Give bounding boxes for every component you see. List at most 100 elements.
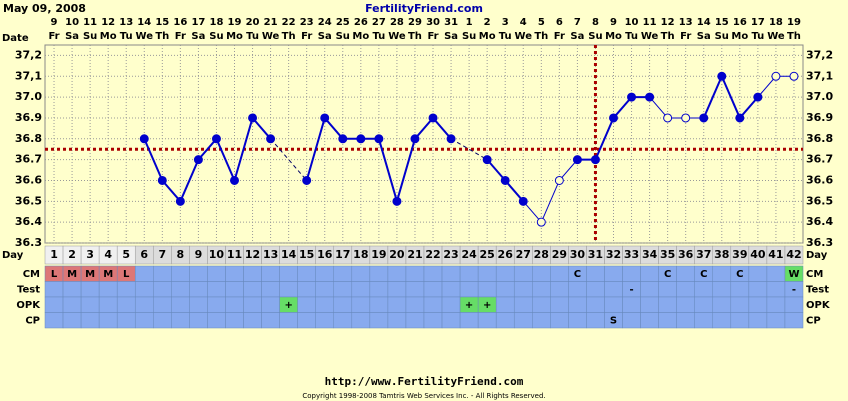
date: 30 [426, 17, 440, 28]
y-tick-label-right: 36.9 [806, 111, 833, 124]
day-number: 29 [552, 248, 567, 261]
row-cell [766, 281, 786, 298]
day-number: 20 [389, 248, 405, 261]
date: 14 [697, 17, 711, 28]
temp-segment [486, 158, 506, 182]
date: 29 [408, 17, 422, 28]
row-value: L [123, 269, 130, 280]
weekday: Mo [226, 31, 243, 42]
row-value: L [51, 269, 58, 280]
row-cell [586, 312, 605, 329]
row-value: W [788, 269, 799, 280]
row-cell [568, 296, 587, 313]
row-label-right: CP [806, 315, 821, 326]
day-cell [784, 245, 804, 265]
temp-segment [161, 179, 182, 202]
row-cell [712, 296, 732, 313]
date: 21 [264, 17, 278, 28]
date: 26 [354, 17, 368, 28]
weekday: Sa [444, 31, 458, 42]
row-cell [369, 265, 389, 282]
y-tick-label-right: 37,1 [806, 69, 833, 82]
weekday: Su [83, 31, 97, 42]
weekday: Tu [499, 31, 512, 42]
row-cell [225, 265, 244, 282]
temp-point [699, 113, 709, 123]
temp-segment [739, 96, 759, 119]
weekday: Mo [605, 31, 622, 42]
row-cell [532, 281, 551, 298]
y-tick-label-right: 36.7 [806, 153, 833, 166]
temp-point [627, 92, 637, 102]
row-cell [351, 296, 371, 313]
temp-segment [558, 159, 578, 181]
temp-segment [720, 75, 741, 119]
row-cell [153, 265, 172, 282]
row-cell [62, 312, 82, 329]
row-label-right: Test [806, 284, 829, 295]
temp-point [518, 196, 528, 206]
day-number: 17 [335, 248, 350, 261]
row-cell [495, 265, 515, 282]
weekday: We [136, 31, 154, 42]
temp-point [681, 113, 691, 123]
day-number: 25 [480, 248, 495, 261]
date: 31 [444, 17, 458, 28]
row-cell [80, 281, 100, 298]
row-cell [694, 281, 714, 298]
row-cell [279, 265, 298, 282]
row-cell [730, 312, 750, 329]
temp-segment [702, 75, 723, 119]
y-tick-label-right: 37.0 [806, 90, 833, 103]
row-label: CP [25, 315, 40, 326]
row-cell [459, 265, 479, 282]
temp-segment [270, 138, 308, 181]
row-cell [171, 265, 190, 282]
row-cell [261, 296, 280, 313]
row-cell [98, 296, 118, 313]
temp-point [175, 196, 185, 206]
row-value: + [483, 300, 491, 311]
row-cell [405, 296, 425, 313]
date: 15 [715, 17, 729, 28]
row-cell [640, 312, 659, 329]
row-cell [459, 312, 479, 329]
temp-segment [414, 117, 434, 140]
row-cell [676, 312, 695, 329]
row-cell [116, 281, 136, 298]
temp-segment [377, 138, 398, 202]
row-cell [225, 312, 244, 329]
row-cell [766, 265, 786, 282]
row-cell [387, 296, 407, 313]
weekday: Fr [175, 31, 186, 42]
row-cell [387, 265, 407, 282]
row-value: + [284, 300, 292, 311]
row-cell [153, 296, 172, 313]
row-cell [748, 281, 768, 298]
row-cell [766, 296, 786, 313]
row-cell [784, 312, 804, 329]
weekday: Su [588, 31, 602, 42]
row-cell [550, 265, 569, 282]
row-cell [351, 281, 371, 298]
y-tick-label: 36.7 [15, 153, 42, 166]
date: 19 [228, 17, 242, 28]
date: 8 [592, 17, 599, 28]
row-cell [279, 312, 298, 329]
day-number: 26 [498, 248, 514, 261]
row-cell [351, 265, 371, 282]
row-cell [315, 312, 335, 329]
y-tick-label-right: 37,2 [806, 48, 833, 61]
weekday: Tu [120, 31, 133, 42]
temp-point [410, 134, 420, 144]
row-cell [622, 296, 641, 313]
temp-point [554, 175, 564, 185]
day-number: 13 [263, 248, 278, 261]
row-cell [98, 281, 118, 298]
plot-area [44, 44, 804, 244]
weekday: Th [661, 31, 675, 42]
row-cell [586, 265, 605, 282]
day-number: 2 [68, 248, 76, 261]
date: 4 [520, 17, 527, 28]
row-cell [748, 312, 768, 329]
